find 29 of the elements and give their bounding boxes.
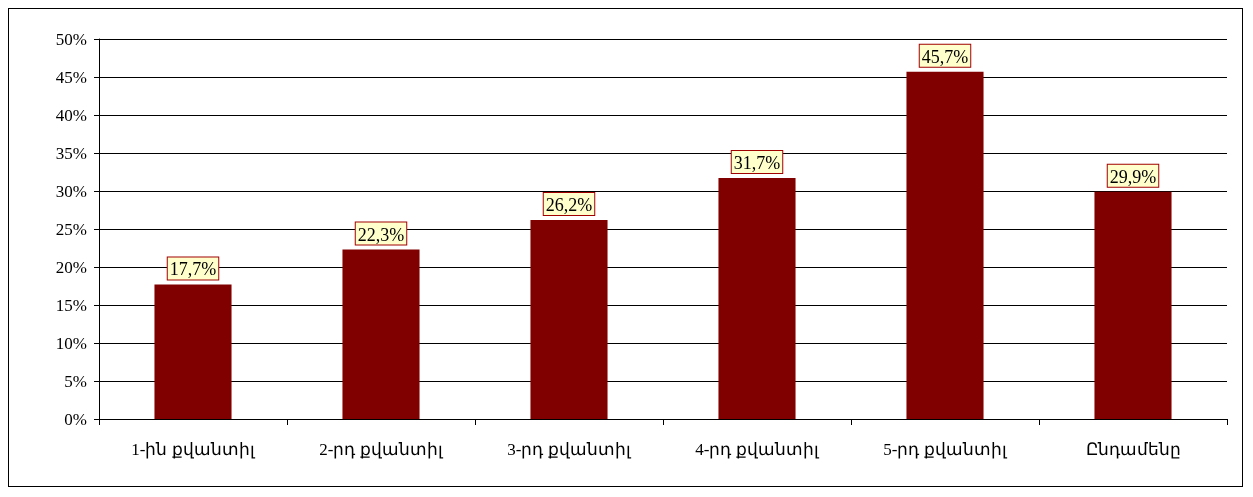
x-tick-label: 2-րդ քվանտիլ [319,440,444,459]
bar [530,219,608,419]
x-tick-label: 1-ին քվանտիլ [131,440,256,459]
bar [906,71,984,419]
y-tick-label: 30% [55,181,87,201]
bar [342,249,420,419]
bar [154,284,232,419]
x-tick-label: 5-րդ քվանտիլ [883,440,1008,459]
data-label: 22,3% [357,224,405,245]
data-label: 17,7% [169,259,217,280]
y-tick-label: 10% [55,333,87,353]
x-tick-label: Ընդամենը [1085,440,1181,459]
bar [1094,191,1172,419]
data-label: 45,7% [921,46,969,67]
y-tick-label: 50% [55,29,87,49]
data-label: 26,2% [545,194,593,215]
y-tick-label: 0% [64,409,87,429]
x-tick-label: 4-րդ քվանտիլ [695,440,820,459]
data-label: 31,7% [733,153,781,174]
y-tick-label: 35% [55,143,87,163]
y-tick-label: 15% [55,295,87,315]
y-tick-label: 45% [55,67,87,87]
data-label: 29,9% [1109,166,1157,187]
y-tick-label: 5% [64,371,87,391]
x-tick-label: 3-րդ քվանտիլ [507,440,632,459]
y-tick-label: 25% [55,219,87,239]
y-tick-label: 20% [55,257,87,277]
bar [718,178,796,419]
y-tick-label: 40% [55,105,87,125]
